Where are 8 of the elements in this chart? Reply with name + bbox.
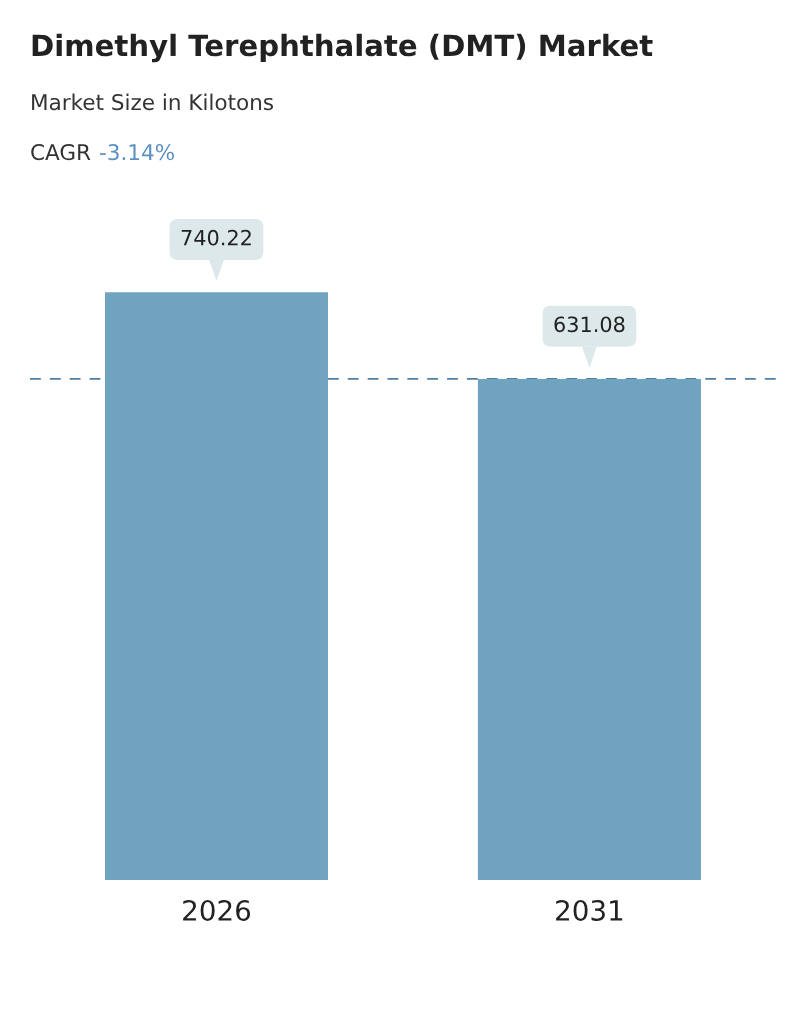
x-tick-label: 2031: [556, 899, 623, 921]
chart-title: Dimethyl Terephthalate (DMT) Market: [32, 33, 653, 63]
x-tick-label: 2026: [183, 899, 251, 921]
text: CAGR: [31, 143, 91, 161]
data-label: 740.22: [181, 229, 251, 246]
chart-subtitle: Market Size in Kilotons: [32, 93, 274, 111]
data-label: 631.08: [554, 316, 625, 333]
text: -3.14%: [100, 143, 174, 161]
